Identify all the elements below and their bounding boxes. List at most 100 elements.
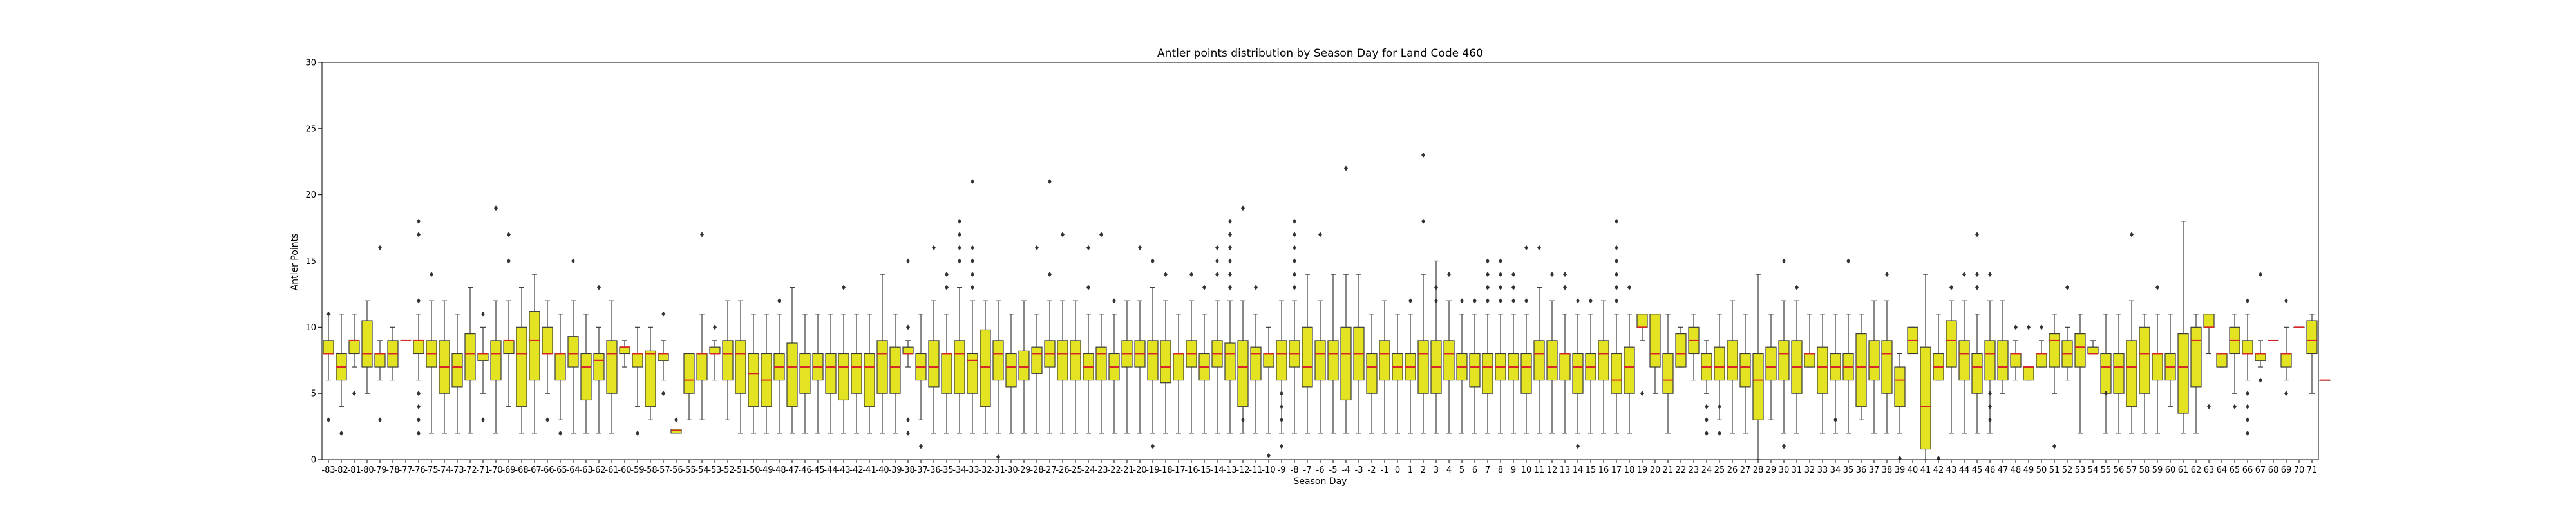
x-tick-label: 31: [1792, 465, 1803, 475]
box-33: [1817, 314, 1828, 434]
box-body: [2203, 314, 2215, 328]
box-body: [1302, 326, 1313, 388]
box-69: [2280, 298, 2292, 397]
box-7: [1482, 258, 1493, 434]
box-body: [1714, 346, 1725, 381]
x-tick-label: -53: [708, 465, 721, 475]
box--2: [1366, 314, 1378, 434]
box-body: [1997, 340, 2009, 381]
outlier-point: [661, 311, 665, 317]
box-body: [1778, 340, 1790, 381]
x-tick-label: -79: [373, 465, 386, 475]
box-47: [1997, 300, 2009, 394]
box-body: [1469, 353, 1481, 388]
outlier-point: [378, 417, 382, 423]
y-tick-label: 20: [305, 191, 316, 200]
outlier-point: [1486, 298, 1490, 304]
box--3: [1353, 274, 1365, 434]
box-undefined: [2319, 379, 2331, 381]
box-38: [1881, 272, 1893, 434]
x-tick-label: -63: [579, 465, 592, 475]
outlier-point: [545, 417, 549, 423]
x-tick-label: 68: [2268, 465, 2279, 475]
x-tick-label: 56: [2114, 465, 2125, 475]
outlier-point: [1048, 272, 1052, 277]
outlier-point: [1589, 298, 1593, 304]
outlier-point: [2259, 377, 2262, 383]
box-body: [1675, 333, 1687, 368]
box--50: [748, 314, 759, 434]
x-tick-label: -74: [437, 465, 451, 475]
x-tick-label: -39: [888, 465, 902, 475]
x-tick-label: 69: [2281, 465, 2292, 475]
outlier-point: [1563, 272, 1567, 277]
box-series: [323, 152, 2331, 461]
box--83: [323, 311, 334, 423]
x-tick-label: -26: [1056, 465, 1069, 475]
box--54: [696, 232, 708, 420]
outlier-point: [1241, 417, 1245, 423]
outlier-point: [1949, 285, 1953, 290]
box--73: [451, 314, 463, 434]
box-body: [864, 353, 875, 407]
x-tick-label: -49: [759, 465, 773, 475]
box--49: [761, 314, 772, 434]
box--16: [1186, 272, 1197, 434]
box-12: [1546, 272, 1558, 434]
outlier-point: [1189, 272, 1193, 277]
box-body: [825, 353, 837, 394]
outlier-point: [906, 258, 910, 264]
outlier-point: [945, 285, 949, 290]
outlier-point: [417, 430, 421, 436]
x-tick-label: -76: [412, 465, 425, 475]
x-tick-label: 44: [1959, 465, 1970, 475]
x-tick-label: -68: [515, 465, 528, 475]
outlier-point: [1486, 272, 1490, 277]
box-48: [2010, 324, 2022, 381]
x-tick-label: -82: [334, 465, 348, 475]
x-tick-label: 45: [1972, 465, 1983, 475]
box-body: [1894, 366, 1906, 407]
box-39: [1894, 353, 1906, 461]
box--10: [1263, 326, 1274, 458]
outlier-point: [430, 272, 433, 277]
box-body: [323, 340, 334, 355]
outlier-point: [1782, 444, 1786, 449]
outlier-point: [507, 232, 511, 238]
x-tick-label: -11: [1249, 465, 1262, 475]
box-body: [748, 353, 759, 407]
outlier-point: [2284, 298, 2288, 304]
x-tick-label: 0: [1395, 465, 1400, 475]
x-tick-label: 11: [1534, 465, 1545, 475]
x-tick-label: 48: [2011, 465, 2022, 475]
x-tick-label: -32: [978, 465, 992, 475]
x-tick-label: 10: [1521, 465, 1532, 475]
box--81: [348, 314, 360, 397]
box--29: [1018, 300, 1030, 434]
box--43: [838, 285, 849, 434]
x-tick-label: -67: [527, 465, 541, 475]
box--1: [1379, 300, 1390, 434]
outlier-point: [1241, 205, 1245, 211]
box--45: [812, 314, 824, 434]
x-tick-label: 8: [1498, 465, 1503, 475]
box-body: [2126, 340, 2137, 407]
x-tick-label: 43: [1946, 465, 1957, 475]
box--36: [928, 245, 940, 434]
box-body: [1624, 346, 1635, 394]
x-tick-label: -52: [721, 465, 734, 475]
x-tick-label: -9: [1278, 465, 1286, 475]
box-body: [1855, 333, 1867, 407]
box--4: [1340, 165, 1352, 434]
box--25: [1070, 300, 1081, 434]
x-tick-label: -33: [965, 465, 979, 475]
box-body: [992, 340, 1004, 381]
y-tick-label: 15: [305, 257, 316, 267]
box-body: [2190, 326, 2202, 388]
box-body: [1971, 353, 1983, 394]
box-body: [1147, 340, 1159, 381]
outlier-point: [1615, 245, 1618, 250]
box-4: [1443, 272, 1455, 434]
box-body: [696, 353, 708, 381]
box-body: [2152, 353, 2163, 381]
